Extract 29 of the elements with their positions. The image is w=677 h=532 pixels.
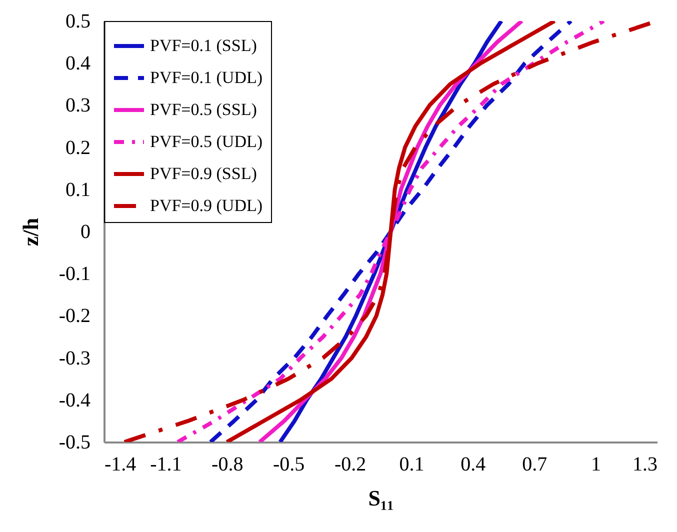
legend-label: PVF=0.9 (SSL) bbox=[150, 164, 257, 183]
x-tick-label: 1.3 bbox=[632, 454, 658, 476]
y-tick-label: -0.1 bbox=[58, 263, 90, 286]
x-tick-label: 1 bbox=[591, 454, 602, 476]
x-tick-label: -1.4 bbox=[104, 454, 136, 476]
x-axis-title: S₁₁ bbox=[368, 486, 394, 510]
y-tick-label: 0.2 bbox=[66, 136, 90, 159]
x-tick-label: -1.1 bbox=[150, 454, 182, 476]
y-tick-label: 0.3 bbox=[66, 94, 90, 117]
x-tick-label: 0.7 bbox=[522, 454, 548, 476]
y-tick-label: 0 bbox=[80, 221, 90, 243]
y-tick-label: -0.4 bbox=[58, 389, 90, 412]
y-tick-label: -0.5 bbox=[58, 432, 90, 454]
x-tick-label: 0.1 bbox=[399, 454, 424, 476]
y-tick-label: 0.1 bbox=[66, 178, 90, 201]
x-tick-label: -0.5 bbox=[272, 454, 305, 476]
legend-label: PVF=0.9 (UDL) bbox=[150, 196, 263, 215]
y-tick-label: -0.2 bbox=[58, 305, 90, 328]
y-tick-label: 0.5 bbox=[66, 10, 90, 32]
y-tick-label: -0.3 bbox=[58, 347, 90, 370]
legend-label: PVF=0.1 (SSL) bbox=[150, 36, 257, 55]
y-axis-title: z/h bbox=[18, 218, 43, 246]
y-tick-label: 0.4 bbox=[66, 52, 90, 75]
x-tick-label: -0.8 bbox=[212, 454, 244, 476]
x-tick-label: -0.2 bbox=[334, 454, 366, 476]
x-tick-label: 0.4 bbox=[460, 454, 486, 476]
legend-label: PVF=0.5 (UDL) bbox=[150, 132, 263, 151]
legend-label: PVF=0.1 (UDL) bbox=[150, 68, 263, 87]
legend-label: PVF=0.5 (SSL) bbox=[150, 100, 257, 119]
